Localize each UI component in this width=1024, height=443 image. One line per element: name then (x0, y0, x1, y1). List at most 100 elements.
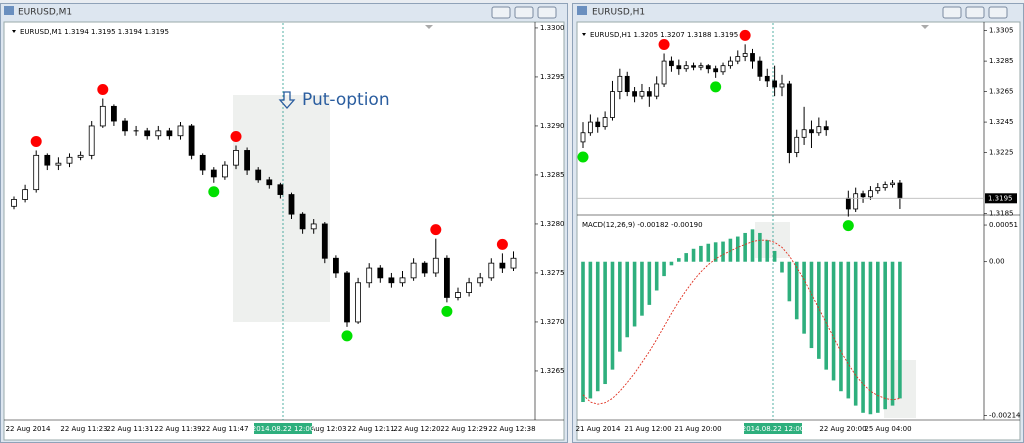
candle-body (488, 262, 495, 279)
chart-area (576, 21, 1021, 441)
close-button[interactable] (537, 6, 557, 19)
y-tick-label: 1.3280 (540, 220, 565, 228)
candle-body (188, 125, 195, 156)
candle-body (646, 91, 652, 97)
macd-bar (706, 243, 711, 262)
y-tick-label: 1.3185 (989, 210, 1014, 218)
candle-body (742, 53, 748, 57)
candle-body (639, 91, 645, 97)
candle-body (890, 182, 895, 185)
window-title: EURUSD,H1 (592, 8, 645, 18)
y-tick-label: 1.3305 (989, 27, 1014, 35)
candle-body (44, 154, 51, 166)
highlight-box (233, 95, 330, 322)
macd-bar (647, 261, 652, 305)
close-button[interactable] (988, 6, 1008, 19)
shift-marker (425, 25, 433, 29)
macd-bar (883, 261, 887, 410)
candle-body (199, 154, 206, 171)
x-tick-label: 21 Aug 20:00 (674, 425, 721, 433)
candle-body (595, 121, 601, 128)
x-tick-label: 22 Aug 12:11 (347, 425, 394, 433)
candle-body (388, 277, 395, 284)
candle-body (477, 277, 484, 284)
macd-bar (868, 261, 873, 415)
macd-bar (595, 261, 600, 392)
macd-bar (853, 261, 858, 406)
macd-bar (890, 261, 895, 406)
macd-bar (632, 261, 637, 327)
macd-bar (743, 232, 747, 262)
macd-bar (898, 261, 902, 399)
candle-body (277, 184, 284, 195)
macd-bar (780, 261, 784, 273)
fractal-down (341, 330, 353, 342)
annotation: Put-option (302, 90, 390, 110)
y-tick-label: 1.3275 (540, 269, 565, 277)
candle-body (654, 83, 660, 97)
macd-bar (735, 236, 740, 262)
macd-bar (876, 261, 880, 413)
macd-bar (824, 261, 829, 370)
x-tick-label: 22 Aug 11:47 (201, 425, 248, 433)
y-tick-label: 1.3265 (989, 88, 1014, 96)
candle-body (166, 130, 173, 137)
y-tick-label: 1.3290 (540, 122, 565, 130)
candle-body (399, 277, 406, 284)
maximize-button[interactable] (514, 6, 534, 19)
macd-bar (610, 261, 615, 370)
cursor-label: 2014.08.22 12:00 (742, 425, 804, 433)
candle-body (410, 262, 417, 279)
candle-body (244, 150, 251, 171)
candle-body (266, 179, 273, 186)
candle-body (321, 223, 328, 259)
minimize-button[interactable] (491, 6, 511, 19)
macd-bar (713, 242, 718, 262)
y-tick-label: 1.3225 (989, 149, 1014, 157)
cursor-label: 2014.08.22 12:00 (252, 425, 314, 433)
cursor-label-bg (254, 423, 312, 434)
candle-body (882, 184, 888, 189)
candle-body (111, 105, 117, 122)
fractal-up (430, 224, 442, 236)
candle-body (144, 130, 151, 137)
macd-bar (765, 240, 770, 262)
candle-body (845, 197, 851, 210)
candle-body (801, 129, 807, 138)
candle-body (155, 130, 162, 137)
y-tick-label: 0.00051 (989, 221, 1018, 229)
candle-body (779, 83, 785, 88)
minimize-button[interactable] (942, 6, 962, 19)
candle-body (11, 199, 17, 207)
macd-bar (588, 261, 593, 399)
header-triangle (582, 33, 586, 36)
candle-body (587, 121, 593, 134)
candle-body (580, 132, 586, 143)
cursor-label-bg (744, 423, 802, 434)
y-tick-label: 1.3300 (540, 24, 565, 32)
fractal-down (441, 305, 453, 317)
candle-body (661, 60, 667, 85)
candle-body (177, 125, 184, 137)
candle-body (299, 213, 306, 230)
header-triangle (12, 30, 16, 33)
fractal-down (710, 81, 722, 93)
down-arrow-icon (278, 91, 296, 109)
candle-body (816, 126, 822, 134)
candle-body (764, 75, 770, 82)
macd-bar (772, 250, 777, 262)
candle-body (602, 117, 608, 128)
y-tick-label: 0.00 (989, 258, 1005, 266)
y-tick-label: 1.3265 (540, 367, 565, 375)
candle-body (794, 136, 800, 153)
fractal-up (30, 135, 42, 147)
macd-bar (861, 261, 865, 413)
candle-body (632, 91, 637, 97)
maximize-button[interactable] (965, 6, 985, 19)
candle-body (88, 125, 95, 156)
candle-body (233, 150, 239, 166)
candle-body (705, 65, 711, 70)
fractal-up (496, 238, 508, 250)
macd-bar (839, 261, 843, 392)
